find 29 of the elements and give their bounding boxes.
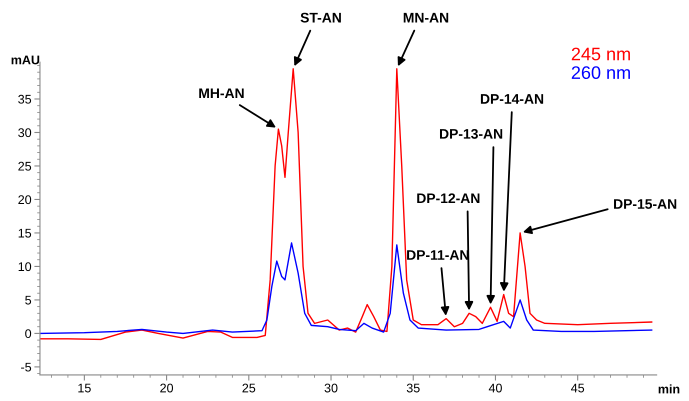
annotation: DP-11-AN	[407, 250, 469, 260]
y-tick-label: 15	[18, 228, 32, 238]
text: 260 nm	[572, 66, 630, 80]
annotation: DP-15-AN	[614, 199, 676, 209]
annotation: MN-AN	[404, 12, 448, 22]
y-tick-label: 5	[25, 296, 32, 305]
x-tick-label: 20	[160, 384, 174, 392]
annotation: DP-12-AN	[417, 193, 480, 204]
y-tick-label: -5	[21, 362, 32, 372]
annotation: DP-14-AN	[480, 94, 544, 104]
text: 245 nm	[572, 48, 630, 60]
x-tick-label: 45	[571, 384, 584, 392]
y-tick-label: 35	[18, 94, 32, 104]
y-tick-label: 20	[18, 195, 32, 204]
x-tick-label: 30	[324, 384, 338, 392]
y-tick-label: 25	[18, 162, 32, 171]
annotation: ST-AN	[300, 12, 341, 23]
x-tick-label: 15	[78, 384, 91, 392]
y-tick-label: 10	[18, 262, 32, 272]
y-tick-label: 0	[25, 329, 32, 338]
x-tick-label: 40	[488, 384, 502, 392]
line-series	[40, 242, 652, 334]
x-axis-title: min	[658, 384, 680, 394]
y-axis-title: mAU	[12, 56, 40, 64]
annotation: MH-AN	[199, 88, 244, 98]
annotation: DP-13-AN	[440, 128, 502, 139]
x-tick-label: 25	[242, 384, 256, 392]
x-tick-label: 35	[406, 384, 420, 392]
y-tick-label: 30	[18, 128, 32, 138]
